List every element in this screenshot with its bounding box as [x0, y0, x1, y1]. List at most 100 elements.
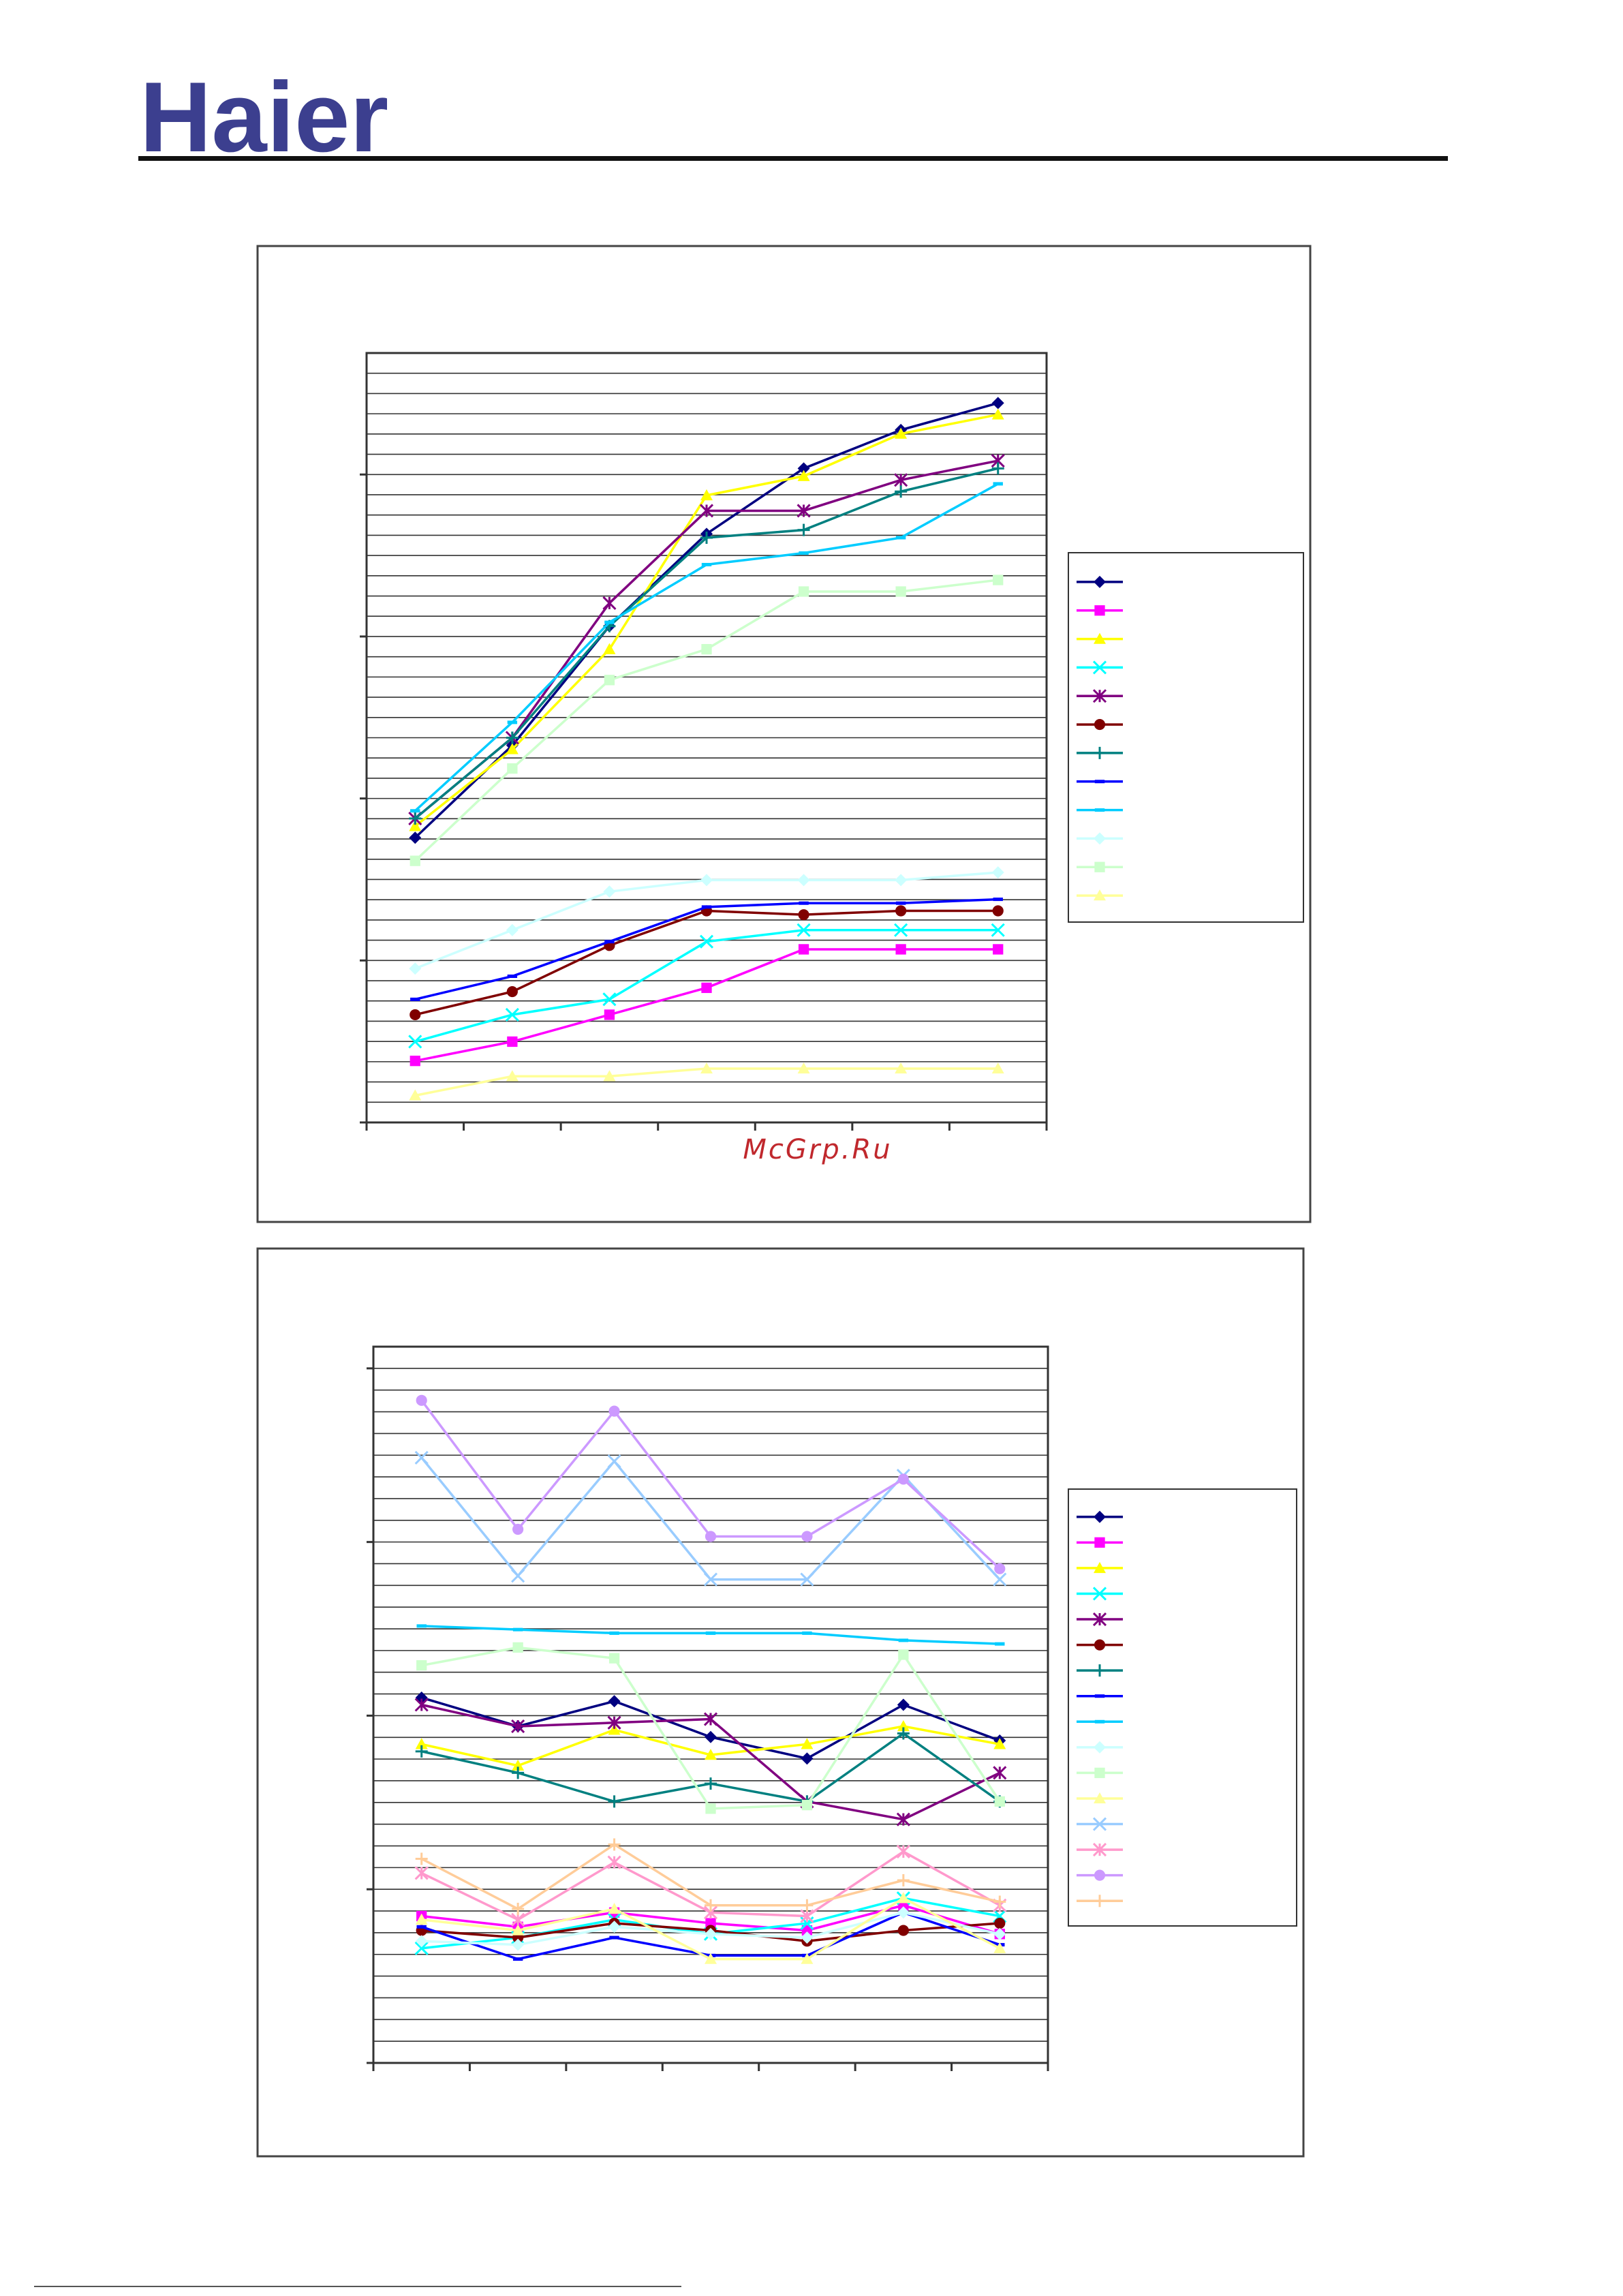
series-7-point [897, 1727, 910, 1740]
legend-entry-15 [1077, 1869, 1123, 1881]
series-5-point [607, 1715, 621, 1730]
series-8 [410, 898, 1003, 1001]
series-7-point [991, 462, 1004, 475]
series-7-point [700, 531, 713, 544]
series-9-point [799, 551, 809, 555]
series-8-point [701, 905, 712, 909]
legend-entry-14 [1077, 1843, 1123, 1857]
series-4-point [894, 923, 908, 937]
legend-entry-1 [1077, 1510, 1123, 1523]
legend-entry-4 [1077, 660, 1123, 675]
series-12-point [415, 1913, 428, 1925]
series-4-point [991, 923, 1005, 937]
legend-entry-5 [1077, 689, 1123, 703]
series-8-point [609, 1935, 619, 1940]
series-15 [416, 1394, 1006, 1574]
series-8-point [416, 1925, 427, 1929]
legend-swatch-marker [1094, 1895, 1106, 1908]
series-13-point [800, 1572, 814, 1587]
series-11-point [895, 586, 906, 597]
legend-entry-5 [1077, 1612, 1123, 1627]
legend-entry-3 [1077, 632, 1123, 644]
series-10-point [797, 874, 810, 887]
legend-entry-9 [1077, 1719, 1123, 1724]
series-2-point [409, 1056, 420, 1067]
series-9-point [512, 1627, 523, 1632]
series-3-point [897, 1720, 910, 1732]
series-10-point [409, 962, 422, 975]
series-3-point [991, 408, 1004, 420]
series-10-point [801, 1931, 814, 1944]
series-8-point [512, 1957, 523, 1961]
legend-entry-11 [1077, 861, 1123, 872]
series-13-point [703, 1572, 718, 1587]
series-12-point [506, 1070, 519, 1082]
chart-1 [360, 352, 1304, 1131]
legend-swatch-marker [1094, 605, 1105, 616]
series-3-point [415, 1738, 428, 1749]
series-7-point [409, 812, 422, 825]
series-10-point [415, 1935, 428, 1948]
legend-entry-6 [1077, 718, 1123, 731]
series-9 [410, 482, 1003, 813]
series-9-point [416, 1624, 427, 1628]
series-12-point [895, 1062, 908, 1074]
series-5-point [797, 504, 811, 518]
series-2-point [701, 982, 712, 994]
series-4-point [797, 923, 811, 937]
series-3-point [993, 1738, 1006, 1749]
series-6-point [897, 1925, 909, 1936]
series-13-point [607, 1454, 621, 1469]
series-10 [409, 866, 1004, 975]
series-6-point [992, 905, 1004, 917]
series-3 [409, 408, 1004, 831]
series-16 [415, 1838, 1006, 1916]
legend-swatch-marker [1094, 1694, 1105, 1698]
legend-entry-10 [1077, 1741, 1123, 1754]
series-2-point [895, 944, 906, 955]
series-13-point [993, 1572, 1007, 1587]
legend-swatch-marker [1094, 1664, 1106, 1677]
series-9-point [898, 1638, 909, 1642]
series-11-point [608, 1653, 620, 1664]
legend-box [1068, 552, 1304, 923]
series-11-point [705, 1803, 716, 1814]
legend-swatch-marker [1094, 1561, 1106, 1574]
series-16-point [705, 1899, 717, 1912]
series-10-point [897, 1906, 910, 1919]
legend-swatch-marker [1094, 1792, 1106, 1804]
series-7-point [608, 1795, 621, 1808]
series-12-point [603, 1070, 616, 1082]
series-7-point [506, 731, 519, 744]
series-16-point [608, 1838, 621, 1851]
legend-swatch-marker [1094, 1869, 1106, 1881]
series-9-point [609, 1631, 619, 1635]
legend-entry-6 [1077, 1639, 1123, 1651]
brand-logo: Haier [140, 61, 388, 172]
series-11-point [604, 675, 615, 686]
legend-swatch-marker [1092, 660, 1107, 675]
chart-2-frame [256, 1247, 1305, 2158]
series-8-point [895, 901, 906, 905]
series-2-point [604, 1009, 615, 1020]
series-1-point [705, 1730, 717, 1743]
header-rule [138, 156, 1448, 161]
legend-entry-16 [1077, 1895, 1123, 1908]
series-9-point [507, 720, 518, 724]
series-10-point [700, 874, 713, 887]
legend-swatch-marker [1092, 1817, 1107, 1831]
series-9-point [895, 536, 906, 540]
series-12-point [409, 1089, 422, 1101]
series-1-point [608, 1695, 621, 1708]
series-9-point [993, 482, 1003, 486]
series-9-point [705, 1631, 716, 1635]
series-7-point [895, 485, 908, 498]
series-4-point [408, 1035, 422, 1049]
legend-swatch-marker [1094, 861, 1105, 872]
legend-swatch-marker [1094, 1510, 1106, 1523]
series-6-point [409, 1009, 421, 1021]
series-1-point [801, 1752, 814, 1765]
series-14-point [414, 1866, 429, 1880]
legend-swatch-marker [1094, 832, 1106, 845]
